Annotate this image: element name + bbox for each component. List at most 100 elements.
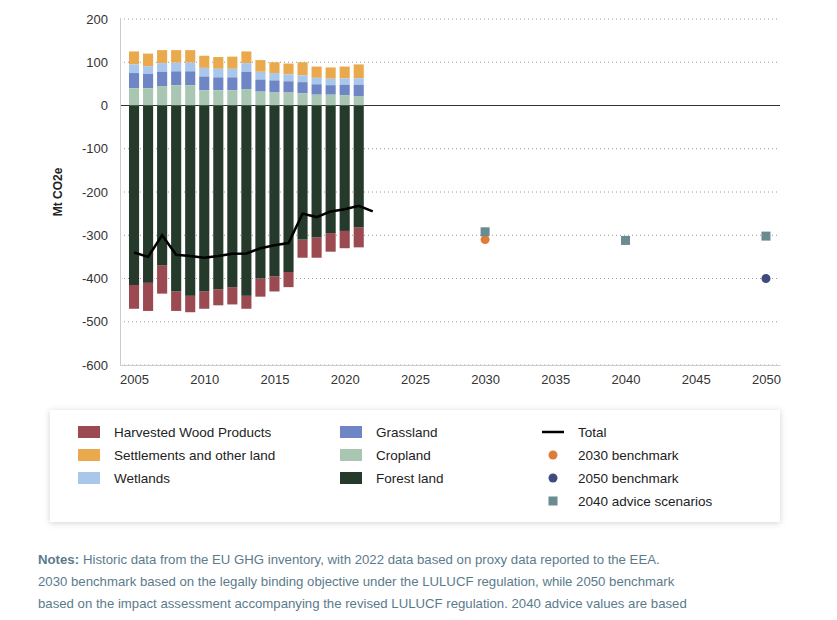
bar-segment [340,78,350,84]
bar-segment [143,283,153,311]
bar-segment [157,50,167,63]
bar-segment [297,93,307,105]
legend-swatch [78,472,100,484]
y-tick-label: 100 [86,55,108,70]
chart: 2001000-100-200-300-400-500-600200520102… [0,0,837,620]
legend-label: 2050 benchmark [578,471,679,486]
bar-segment [297,75,307,82]
bar-segment [312,78,322,84]
bar-segment [171,106,181,292]
notes: Notes: Historic data from the EU GHG inve… [38,552,687,611]
bar-segment [241,51,251,63]
legend-item: Grassland [340,425,438,440]
bar-segment [340,106,350,231]
bar-segment [241,89,251,105]
note-line: Notes: Historic data from the EU GHG inve… [38,552,660,567]
bar-segment [157,72,167,86]
bar-series [129,85,364,105]
bar-segment [354,78,364,84]
x-tick-label: 2005 [120,372,149,387]
bar-series [129,106,364,296]
bar-segment [354,64,364,78]
bar-segment [157,63,167,72]
bar-segment [241,296,251,309]
bar-segment [354,106,364,228]
bar-segment [269,276,279,291]
bar-segment [227,69,237,78]
y-tick: -100 [82,141,120,156]
bar-segment [213,57,223,69]
bar-segment [312,95,322,106]
y-tick: -600 [82,358,120,373]
bar-segment [326,79,336,85]
bar-segment [312,67,322,78]
bar-segment [129,88,139,105]
y-tick-label: -200 [82,185,108,200]
x-tick-label: 2010 [190,372,219,387]
bar-segment [199,106,209,292]
x-tick: 2040 [612,365,641,387]
legend-label: Grassland [376,425,438,440]
legend-item: 2050 benchmark [549,471,679,486]
legend-swatch [340,426,362,438]
legend-item: Total [542,425,607,440]
scatter-point [481,227,490,236]
x-axis-line [121,365,781,366]
bar-segment [283,93,293,106]
note-label: Notes: [38,552,79,567]
legend-item: 2040 advice scenarios [549,494,713,509]
bar-segment [171,291,181,310]
x-tick-label: 2045 [682,372,711,387]
bar-segment [283,64,293,75]
bar-segment [185,63,195,72]
legend-item: Harvested Wood Products [78,425,272,440]
bar-segment [185,71,195,85]
legend-label: Total [578,425,607,440]
bar-segment [269,93,279,106]
plot-marks [129,50,770,312]
legend-item: Cropland [340,448,431,463]
x-tick: 2050 [752,365,781,387]
scatter-point [761,274,770,283]
bar-segment [227,106,237,288]
bar-segment [129,51,139,64]
note-text: based on the impact assessment accompany… [38,596,687,611]
scatter-point [761,232,770,241]
bar-segment [269,80,279,92]
x-tick-label: 2035 [541,372,570,387]
grid [120,19,780,365]
bar-segment [269,106,279,277]
bar-segment [326,95,336,106]
bar-segment [354,85,364,96]
legend-box [50,410,780,522]
bar-segment [199,77,209,91]
legend-item: Settlements and other land [78,448,275,463]
bar-segment [312,84,322,94]
x-tick-label: 2030 [471,372,500,387]
bar-segment [171,63,181,72]
y-tick: -400 [82,271,120,286]
bar-segment [340,95,350,105]
bar-segment [143,88,153,105]
grid-line [120,365,780,366]
bar-segment [143,66,153,74]
bar-segment [326,67,336,78]
bar-segment [171,71,181,85]
bar-segment [157,266,167,294]
bar-segment [129,106,139,285]
bar-segment [283,74,293,81]
bar-segment [185,106,195,296]
legend-label: Wetlands [114,471,170,486]
bar-segment [269,73,279,80]
x-tick: 2020 [331,365,360,387]
x-tick-label: 2025 [401,372,430,387]
bar-segment [326,233,336,252]
grid-line [120,321,780,322]
legend-swatch [78,449,100,461]
bar-segment [185,50,195,63]
bar-segment [171,50,181,63]
y-axis-line [120,20,121,366]
note-text: Historic data from the EU GHG inventory,… [83,552,660,567]
bar-segment [199,68,209,77]
legend-item: 2030 benchmark [549,448,679,463]
